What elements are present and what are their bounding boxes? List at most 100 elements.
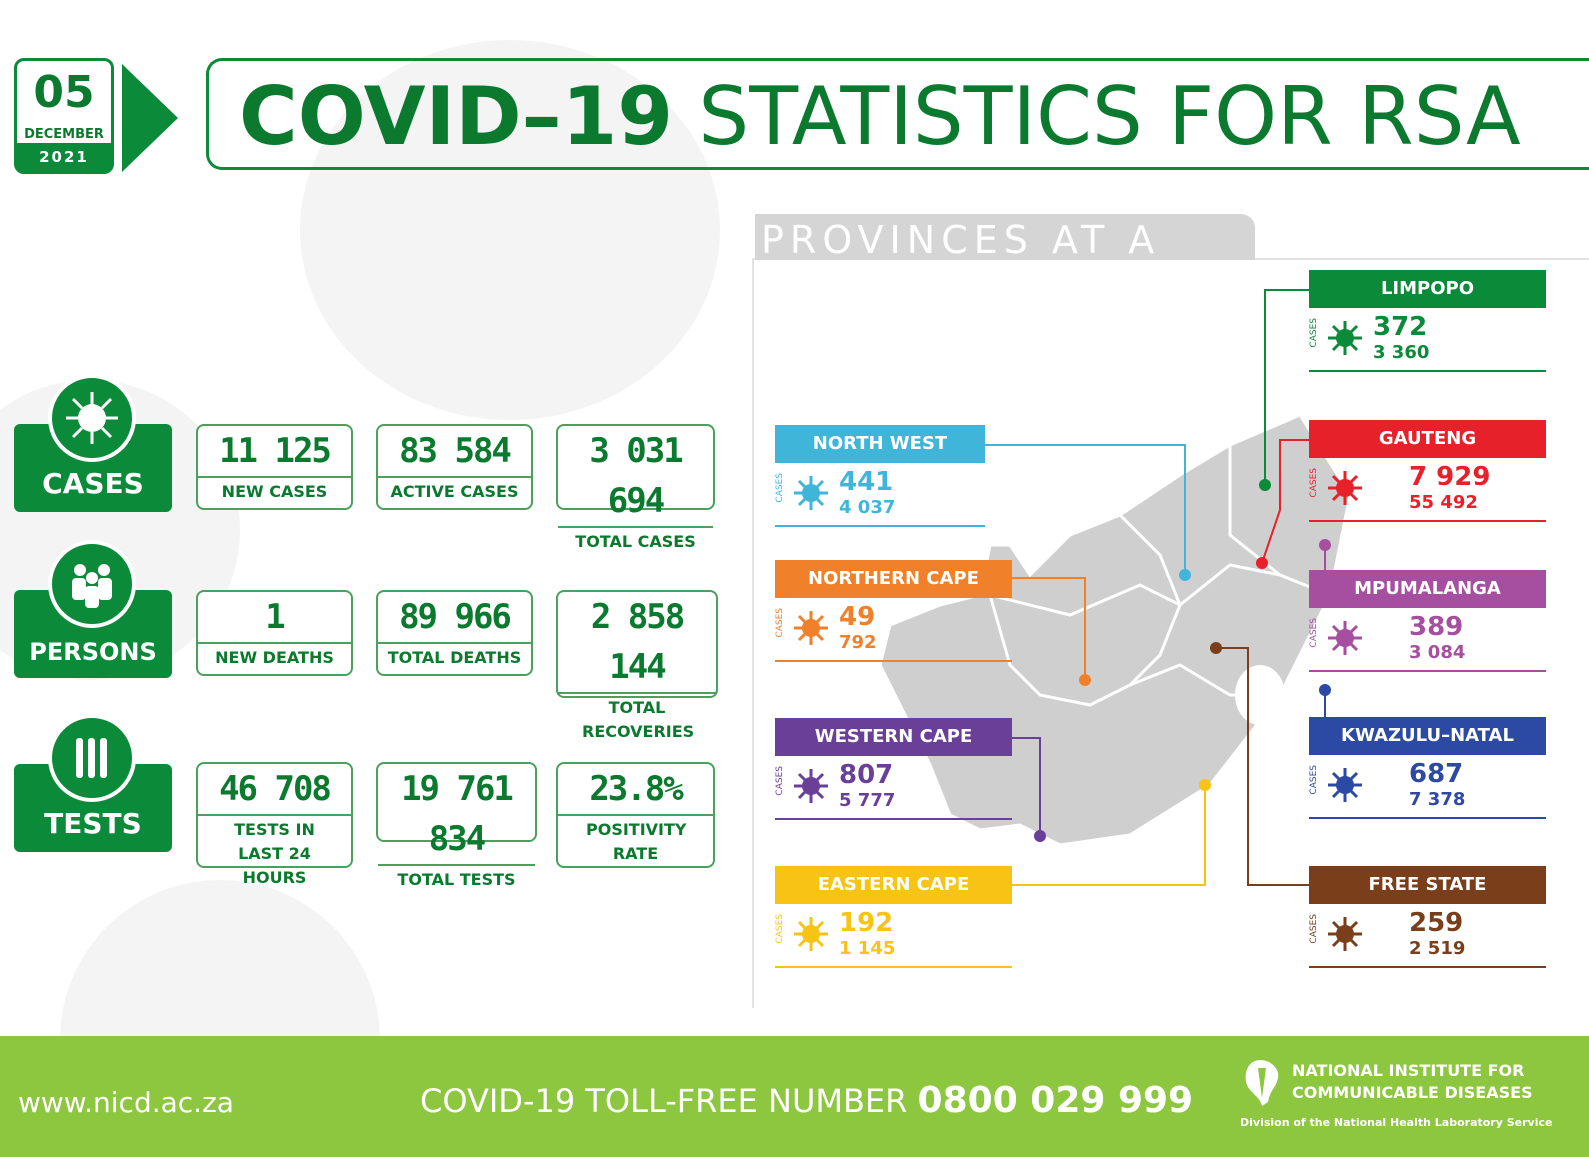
province-name: EASTERN CAPE [775, 866, 1012, 904]
organisation-division: Division of the National Health Laborato… [1240, 1116, 1553, 1129]
cases-caption: CASES [1309, 914, 1319, 944]
persons-category-badge: PERSONS [14, 540, 172, 678]
total-recoveries-stat: 2 858 144 TOTAL RECOVERIES [556, 590, 718, 741]
organisation-line-1: NATIONAL INSTITUTE FOR [1292, 1061, 1525, 1080]
website-link[interactable]: www.nicd.ac.za [18, 1086, 234, 1119]
province-stats: CASES 7 929 55 492 [1309, 458, 1546, 522]
organisation-name: NATIONAL INSTITUTE FOR COMMUNICABLE DISE… [1292, 1060, 1533, 1104]
province-name: FREE STATE [1309, 866, 1546, 904]
title-banner: COVID–19 STATISTICS FOR RSA [206, 58, 1589, 170]
virus-icon [794, 611, 828, 645]
background-virus-decoration [60, 880, 380, 1040]
virus-icon [1328, 621, 1362, 655]
province-stats: CASES 372 3 360 [1309, 308, 1546, 372]
virus-icon [1328, 321, 1362, 355]
province-stats: CASES 259 2 519 [1309, 904, 1546, 968]
total-deaths-stat: 89 966 TOTAL DEATHS [376, 590, 533, 676]
stat-value: 83 584 [399, 431, 512, 471]
province-new-cases: 372 [1373, 312, 1428, 342]
cases-label: CASES [42, 467, 144, 500]
virus-icon [794, 476, 828, 510]
stat-value: 23.8% [589, 769, 683, 809]
virus-icon [1328, 471, 1362, 505]
tests-label: TESTS [44, 807, 142, 840]
arrow-right-icon [122, 64, 178, 172]
province-stats: CASES 192 1 145 [775, 904, 1012, 968]
stat-label: POSITIVITY RATE [558, 814, 713, 868]
stat-label: TOTAL DEATHS [378, 642, 531, 672]
provinces-heading: PROVINCES AT A GLANCE [761, 218, 1161, 306]
title-bold: COVID–19 [239, 70, 673, 163]
tests-24h-stat: 46 708 TESTS IN LAST 24 HOURS [196, 762, 353, 887]
province-new-cases: 807 [839, 760, 894, 790]
footer: www.nicd.ac.za COVID-19 TOLL-FREE NUMBER… [0, 1036, 1589, 1157]
people-icon-graphic [72, 564, 112, 608]
province-card-kwazulu-natal: KWAZULU–NATAL CASES 687 7 378 [1309, 717, 1546, 819]
cases-caption: CASES [775, 608, 785, 638]
stat-value: 89 966 [399, 597, 512, 637]
date-badge: 05 DECEMBER 2021 [14, 58, 114, 174]
province-card-mpumalanga: MPUMALANGA CASES 389 3 084 [1309, 570, 1546, 672]
virus-icon [1328, 768, 1362, 802]
province-stats: CASES 807 5 777 [775, 756, 1012, 820]
cases-caption: CASES [1309, 318, 1319, 348]
province-total-cases: 792 [839, 632, 877, 653]
province-total-cases: 5 777 [839, 790, 896, 811]
stat-value: 11 125 [219, 431, 332, 471]
province-card-eastern-cape: EASTERN CAPE CASES 192 1 145 [775, 866, 1012, 968]
virus-icon [794, 769, 828, 803]
province-name: MPUMALANGA [1309, 570, 1546, 608]
cases-caption: CASES [1309, 765, 1319, 795]
province-name: GAUTENG [1309, 420, 1546, 458]
province-name: KWAZULU–NATAL [1309, 717, 1546, 755]
province-card-limpopo: LIMPOPO CASES 372 3 360 [1309, 270, 1546, 372]
province-total-cases: 7 378 [1409, 789, 1466, 810]
people-icon [48, 540, 136, 628]
stat-label: NEW DEATHS [198, 642, 351, 672]
stat-label: TESTS IN LAST 24 HOURS [198, 814, 351, 892]
province-name: NORTHERN CAPE [775, 560, 1012, 598]
test-tubes-icon [48, 714, 136, 802]
stat-label: TOTAL TESTS [378, 864, 535, 894]
stat-label: TOTAL RECOVERIES [558, 692, 716, 746]
stat-value: 46 708 [219, 769, 332, 809]
active-cases-stat: 83 584 ACTIVE CASES [376, 424, 533, 510]
organisation-line-2: COMMUNICABLE DISEASES [1292, 1083, 1533, 1102]
toll-free-line: COVID-19 TOLL-FREE NUMBER 0800 029 999 [420, 1080, 1193, 1121]
province-stats: CASES 687 7 378 [1309, 755, 1546, 819]
positivity-rate-stat: 23.8% POSITIVITY RATE [556, 762, 715, 868]
province-card-northern-cape: NORTHERN CAPE CASES 49 792 [775, 560, 1012, 662]
title-rest: STATISTICS FOR RSA [698, 70, 1521, 163]
new-cases-stat: 11 125 NEW CASES [196, 424, 353, 510]
province-total-cases: 55 492 [1409, 492, 1478, 513]
province-new-cases: 49 [839, 602, 876, 632]
province-stats: CASES 389 3 084 [1309, 608, 1546, 672]
cases-caption: CASES [775, 766, 785, 796]
virus-icon-graphic [66, 392, 118, 444]
province-new-cases: 687 [1409, 759, 1464, 789]
date-day: 05 [33, 67, 95, 118]
cases-caption: CASES [1309, 618, 1319, 648]
toll-free-number[interactable]: 0800 029 999 [917, 1080, 1194, 1121]
stat-label: ACTIVE CASES [378, 476, 531, 506]
stat-value: 3 031 694 [589, 431, 683, 521]
stat-value: 1 [265, 597, 285, 637]
province-total-cases: 2 519 [1409, 938, 1466, 959]
background-virus-decoration [300, 40, 720, 420]
virus-icon [48, 374, 136, 462]
province-stats: CASES 441 4 037 [775, 463, 985, 527]
date-year: 2021 [17, 143, 111, 171]
tests-category-badge: TESTS [14, 714, 172, 852]
province-stats: CASES 49 792 [775, 598, 1012, 662]
province-card-free-state: FREE STATE CASES 259 2 519 [1309, 866, 1546, 968]
stat-label: TOTAL CASES [558, 526, 713, 556]
province-name: LIMPOPO [1309, 270, 1546, 308]
province-connectors [985, 289, 1331, 886]
virus-icon [794, 917, 828, 951]
date-month: DECEMBER [24, 127, 104, 142]
test-tubes-icon-graphic [76, 738, 107, 778]
total-tests-stat: 19 761 834 TOTAL TESTS [376, 762, 537, 889]
provinces-heading-bar: PROVINCES AT A GLANCE [755, 214, 1255, 306]
toll-free-label: COVID-19 TOLL-FREE NUMBER [420, 1082, 908, 1120]
province-card-western-cape: WESTERN CAPE CASES 807 5 777 [775, 718, 1012, 820]
